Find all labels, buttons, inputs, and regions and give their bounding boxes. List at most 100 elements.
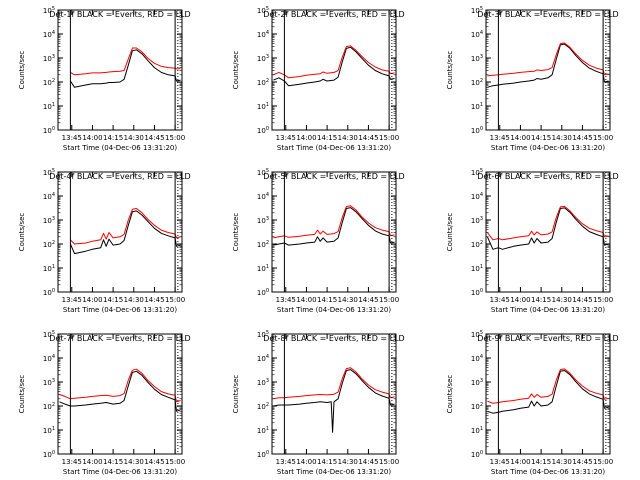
y-tick-label: 101 xyxy=(257,264,269,273)
x-tick-label: 14:15 xyxy=(531,134,551,142)
y-tick-label: 105 xyxy=(471,330,483,339)
y-axis-label: Counts/sec xyxy=(446,375,454,414)
plot-frame xyxy=(485,9,611,131)
y-axis-label: Counts/sec xyxy=(18,51,26,90)
x-axis-label: Start Time (04-Dec-06 13:31:20) xyxy=(277,306,391,314)
x-tick-label: 14:15 xyxy=(317,296,337,304)
y-axis-label: Counts/sec xyxy=(446,213,454,252)
x-tick-label: 14:45 xyxy=(144,296,164,304)
y-tick-label: 100 xyxy=(257,288,269,297)
y-tick-label: 101 xyxy=(471,264,483,273)
x-tick-label: 14:00 xyxy=(82,134,102,142)
x-tick-label: 14:15 xyxy=(317,134,337,142)
y-tick-label: 103 xyxy=(257,54,269,63)
x-tick-label: 14:15 xyxy=(317,458,337,466)
x-tick-label: 15:00 xyxy=(593,296,613,304)
series-lld-line xyxy=(487,205,609,241)
x-axis-label: Start Time (04-Dec-06 13:31:20) xyxy=(63,306,177,314)
panel-title: Det-2f BLACK = Events, RED = LLD xyxy=(263,10,404,19)
y-tick-label: 102 xyxy=(43,240,55,249)
series-lld-line xyxy=(487,368,609,404)
y-tick-label: 102 xyxy=(471,240,483,249)
y-tick-label: 104 xyxy=(257,192,269,201)
panel-title: Det-7f BLACK = Events, RED = LLD xyxy=(49,334,190,343)
y-tick-label: 104 xyxy=(471,30,483,39)
y-tick-label: 104 xyxy=(471,354,483,363)
x-tick-label: 14:45 xyxy=(572,134,592,142)
y-tick-label: 105 xyxy=(471,168,483,177)
x-tick-label: 14:30 xyxy=(124,134,144,142)
series-events-line xyxy=(273,46,395,87)
series-events-line xyxy=(273,369,395,433)
x-tick-label: 14:30 xyxy=(552,296,572,304)
x-tick-label: 13:45 xyxy=(62,296,82,304)
y-axis-label: Counts/sec xyxy=(232,51,240,90)
x-tick-label: 14:15 xyxy=(103,296,123,304)
x-tick-label: 14:45 xyxy=(144,134,164,142)
panel-title: Det-4f BLACK = Events, RED = LLD xyxy=(49,172,190,181)
y-tick-label: 100 xyxy=(43,126,55,135)
y-tick-label: 105 xyxy=(471,6,483,15)
x-tick-label: 13:45 xyxy=(490,458,510,466)
x-tick-label: 15:00 xyxy=(165,296,185,304)
y-tick-label: 105 xyxy=(257,330,269,339)
y-tick-label: 104 xyxy=(43,30,55,39)
panel-title: Det-9f BLACK = Events, RED = LLD xyxy=(477,334,618,343)
x-tick-label: 14:30 xyxy=(552,134,572,142)
y-tick-label: 105 xyxy=(257,6,269,15)
y-axis-label: Counts/sec xyxy=(446,51,454,90)
x-tick-label: 14:15 xyxy=(103,458,123,466)
x-tick-label: 13:45 xyxy=(490,296,510,304)
x-axis-label: Start Time (04-Dec-06 13:31:20) xyxy=(63,144,177,152)
y-tick-label: 102 xyxy=(257,78,269,87)
y-tick-label: 101 xyxy=(43,426,55,435)
x-tick-label: 14:30 xyxy=(124,296,144,304)
y-axis-label: Counts/sec xyxy=(18,213,26,252)
x-tick-label: 14:15 xyxy=(531,458,551,466)
y-tick-label: 103 xyxy=(471,54,483,63)
x-tick-label: 14:00 xyxy=(510,296,530,304)
series-events-line xyxy=(486,207,609,250)
series-events-line xyxy=(59,370,181,412)
x-tick-label: 14:45 xyxy=(572,296,592,304)
y-tick-label: 101 xyxy=(471,102,483,111)
x-tick-label: 14:00 xyxy=(296,296,316,304)
plot-frame xyxy=(485,333,611,455)
x-tick-label: 14:15 xyxy=(103,134,123,142)
panel-6: Det-6f BLACK = Events, RED = LLD 100 101 10… xyxy=(446,168,619,314)
x-axis-label: Start Time (04-Dec-06 13:31:20) xyxy=(277,468,391,476)
y-tick-label: 100 xyxy=(43,288,55,297)
x-tick-label: 15:00 xyxy=(593,134,613,142)
y-tick-label: 102 xyxy=(43,78,55,87)
series-events-line xyxy=(487,43,609,88)
y-axis-label: Counts/sec xyxy=(232,213,240,252)
panel-title: Det-1f BLACK = Events, RED = LLD xyxy=(49,10,190,19)
y-tick-label: 105 xyxy=(43,6,55,15)
y-tick-label: 105 xyxy=(43,168,55,177)
x-tick-label: 14:30 xyxy=(338,458,358,466)
panel-3: Det-3f BLACK = Events, RED = LLD 100 101 10… xyxy=(446,6,619,152)
series-lld-line xyxy=(70,208,181,245)
y-tick-label: 102 xyxy=(471,78,483,87)
y-tick-label: 105 xyxy=(257,168,269,177)
plot-frame xyxy=(485,171,611,293)
series-events-line xyxy=(69,210,181,255)
x-tick-label: 14:45 xyxy=(358,296,378,304)
x-tick-label: 15:00 xyxy=(379,134,399,142)
x-tick-label: 14:30 xyxy=(552,458,572,466)
x-axis-label: Start Time (04-Dec-06 13:31:20) xyxy=(63,468,177,476)
x-tick-label: 15:00 xyxy=(379,458,399,466)
x-axis-label: Start Time (04-Dec-06 13:31:20) xyxy=(491,144,605,152)
plot-frame xyxy=(57,171,183,293)
series-events-line xyxy=(273,207,395,246)
x-tick-label: 14:45 xyxy=(572,458,592,466)
plot-frame xyxy=(57,9,183,131)
y-tick-label: 103 xyxy=(43,54,55,63)
y-tick-label: 100 xyxy=(43,450,55,459)
plot-frame xyxy=(271,333,397,455)
panel-title: Det-6f BLACK = Events, RED = LLD xyxy=(477,172,618,181)
x-tick-label: 14:00 xyxy=(296,134,316,142)
x-tick-label: 14:45 xyxy=(358,458,378,466)
x-tick-label: 14:45 xyxy=(144,458,164,466)
x-tick-label: 14:00 xyxy=(82,458,102,466)
